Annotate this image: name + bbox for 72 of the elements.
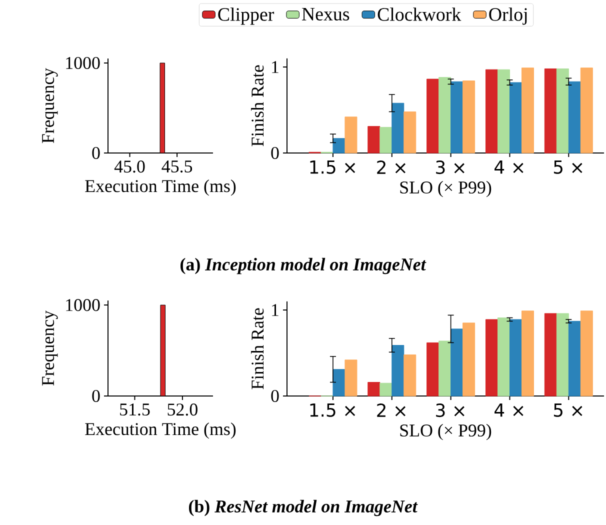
y-axis-title: Frequency: [42, 68, 58, 144]
y-tick-label: 1000: [66, 299, 100, 312]
x-tick-label: 3 ×: [436, 404, 464, 418]
bar: [485, 319, 498, 396]
legend-label: Clockwork: [378, 8, 462, 21]
x-tick-label: 4 ×: [494, 160, 524, 174]
bar: [450, 328, 464, 396]
bar: [332, 138, 346, 154]
bar: [404, 354, 416, 396]
y-tick-label: 1000: [66, 56, 100, 70]
x-axis-title: Execution Time (ms): [85, 422, 236, 439]
x-tick-label: 2 ×: [377, 160, 406, 174]
bar: [462, 80, 476, 154]
x-tick-label: 3 ×: [436, 160, 464, 174]
bar: [497, 69, 510, 154]
y-axis-title: Finish Rate: [251, 65, 264, 146]
legend-label: Clipper: [218, 8, 274, 25]
y-tick-label: 1: [272, 304, 278, 316]
bar: [380, 126, 392, 154]
y-tick-label: 0: [271, 146, 279, 160]
bar: [380, 382, 392, 396]
bar: [544, 68, 557, 154]
bar: [580, 68, 593, 154]
x-tick-label: 4 ×: [494, 404, 524, 417]
x-tick-label: 51.5: [120, 404, 150, 416]
text: (a) Inception model on ImageNet: [180, 258, 426, 274]
bar: [392, 345, 404, 396]
y-tick-label: 0: [92, 146, 100, 160]
text: (b) ResNet model on ImageNet: [189, 500, 418, 516]
bar: [485, 69, 498, 154]
x-tick-label: 5 ×: [554, 160, 582, 174]
bar: [426, 342, 440, 396]
y-tick-label: 0: [271, 390, 279, 402]
bar: [450, 81, 464, 154]
bar: [368, 382, 380, 396]
y-tick-label: 0: [92, 390, 100, 402]
bar: [509, 319, 522, 396]
bar: [509, 82, 522, 154]
x-tick-label: 45.0: [114, 160, 145, 173]
x-tick-label: 2 ×: [377, 404, 406, 417]
x-axis-title: SLO (× P99): [400, 424, 492, 440]
bar: [368, 126, 380, 154]
x-tick-label: 1.5 ×: [310, 160, 356, 174]
x-axis-title: SLO (× P99): [400, 180, 492, 198]
bar: [556, 68, 569, 154]
y-axis-title: Finish Rate: [251, 308, 264, 390]
bar: [438, 340, 452, 396]
y-axis-title: Frequency: [42, 310, 58, 386]
bar: [344, 360, 358, 396]
legend-label: Nexus: [302, 8, 350, 21]
bar: [497, 317, 510, 396]
legend-label: Orloj: [489, 8, 527, 25]
bar: [462, 322, 476, 396]
bar: [580, 310, 593, 396]
bar: [426, 78, 440, 154]
bar: [438, 77, 452, 154]
bar: [521, 68, 534, 154]
bar: [521, 310, 534, 396]
x-axis-title: Execution Time (ms): [85, 180, 236, 196]
x-tick-label: 45.5: [162, 160, 192, 173]
bar: [544, 313, 557, 396]
bar: [568, 320, 581, 396]
bar: [344, 116, 358, 154]
y-tick-label: 1: [272, 61, 278, 73]
bar: [568, 81, 581, 154]
bar: [556, 313, 569, 396]
x-tick-label: 5 ×: [554, 404, 582, 417]
x-tick-label: 1.5 ×: [310, 404, 356, 417]
bar: [332, 369, 346, 396]
bar: [392, 102, 404, 154]
bar: [404, 111, 416, 154]
x-tick-label: 52.0: [168, 404, 198, 416]
